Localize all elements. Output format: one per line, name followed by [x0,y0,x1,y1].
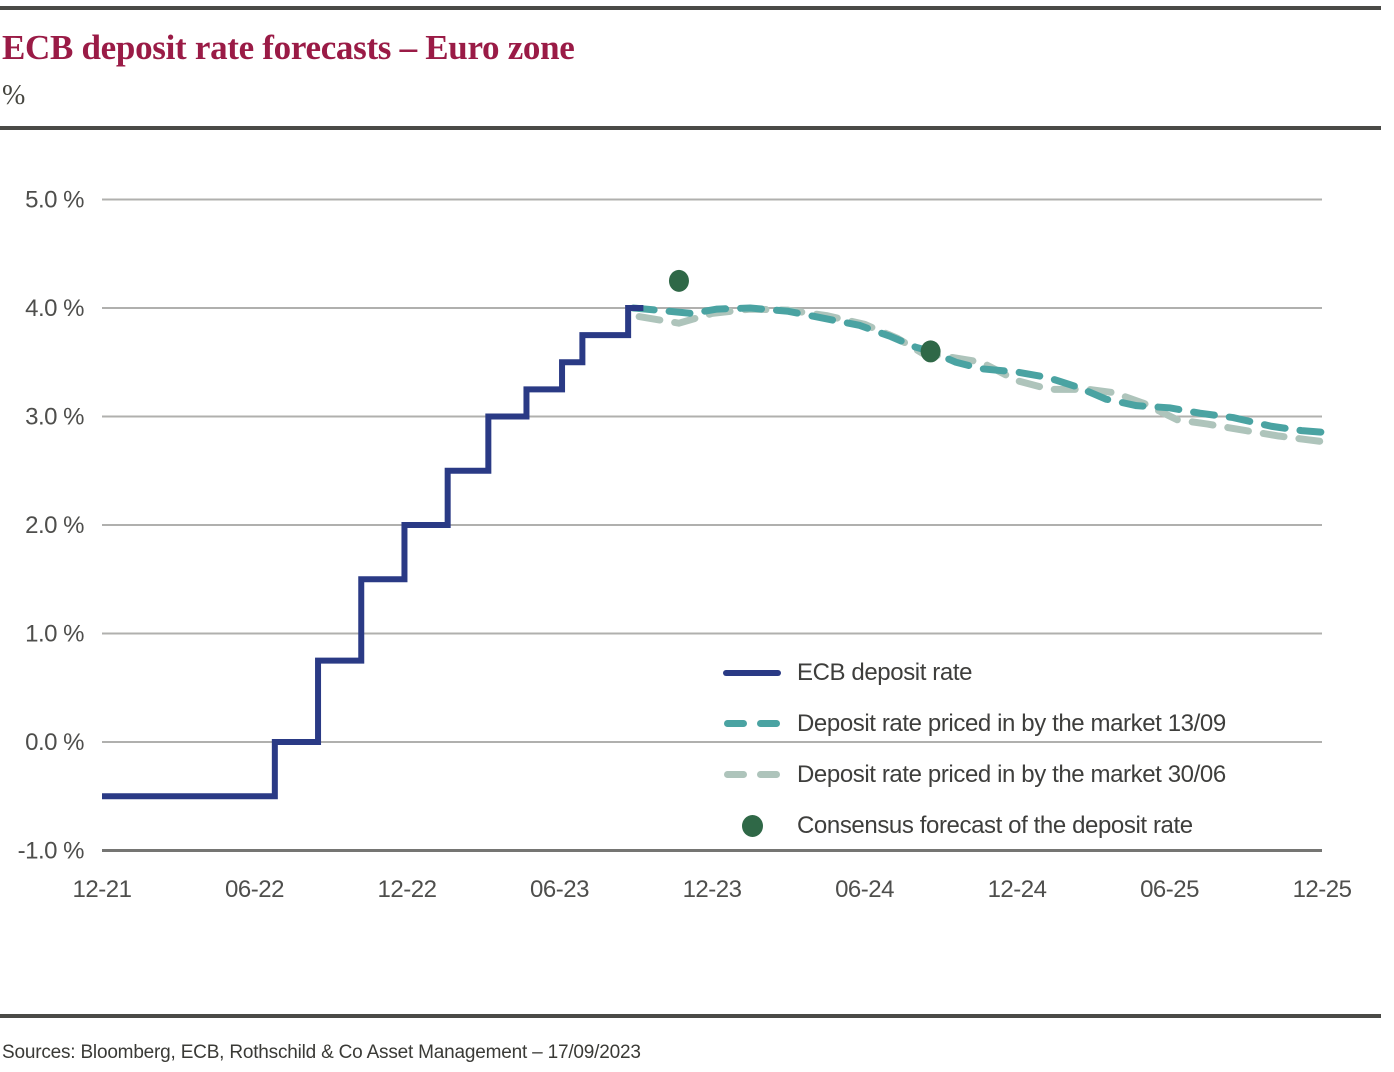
x-tick-label: 06-23 [530,876,589,903]
ecb-deposit-rate-step-line [102,305,644,800]
market-forecast-line-30-06 [629,305,1334,447]
page-title: ECB deposit rate forecasts – Euro zone [2,28,575,67]
y-tick-label: 5.0 % [25,187,84,214]
market-forecast-line-13-09 [629,304,1334,437]
x-tick-label: 12-24 [988,876,1047,903]
y-tick-label: 0.0 % [25,729,84,756]
x-tick-label: 06-22 [225,876,284,903]
y-tick-label: 3.0 % [25,404,84,431]
y-tick-label: 4.0 % [25,295,84,322]
legend-item-market-30-06: Deposit rate priced in by the market 30/… [721,749,1226,800]
x-tick-label: 12-25 [1293,876,1352,903]
x-tick-label: 12-23 [683,876,742,903]
x-tick-label: 06-24 [835,876,894,903]
legend-item-label: Deposit rate priced in by the market 13/… [797,709,1226,737]
x-tick-label: 06-25 [1140,876,1199,903]
legend-item-label: Consensus forecast of the deposit rate [797,811,1193,839]
y-tick-label: -1.0 % [18,838,85,865]
legend-item-label: Deposit rate priced in by the market 30/… [797,760,1226,788]
legend-item-market-13-09: Deposit rate priced in by the market 13/… [721,698,1226,749]
consensus-forecast-dot [920,340,941,363]
footer-rule [0,1014,1381,1018]
x-tick-label: 12-22 [378,876,437,903]
x-tick-label: 12-21 [73,876,132,903]
y-tick-label: 1.0 % [25,621,84,648]
sources-text: Sources: Bloomberg, ECB, Rothschild & Co… [2,1042,641,1063]
teal-dashed-line-swatch-icon [721,720,783,727]
y-axis-unit-label: % [2,80,26,111]
header-rule [0,126,1381,130]
solid-line-swatch-icon [721,669,783,676]
legend-item-label: ECB deposit rate [797,658,973,686]
y-tick-label: 2.0 % [25,512,84,539]
chart-legend: ECB deposit rate Deposit rate priced in … [721,647,1226,851]
legend-item-ecb-deposit-rate: ECB deposit rate [721,647,1226,698]
consensus-forecast-dot [668,269,689,292]
top-rule [0,6,1381,10]
green-dot-swatch-icon [721,814,783,837]
legend-item-consensus-forecast: Consensus forecast of the deposit rate [721,800,1226,851]
sage-dashed-line-swatch-icon [721,771,783,778]
